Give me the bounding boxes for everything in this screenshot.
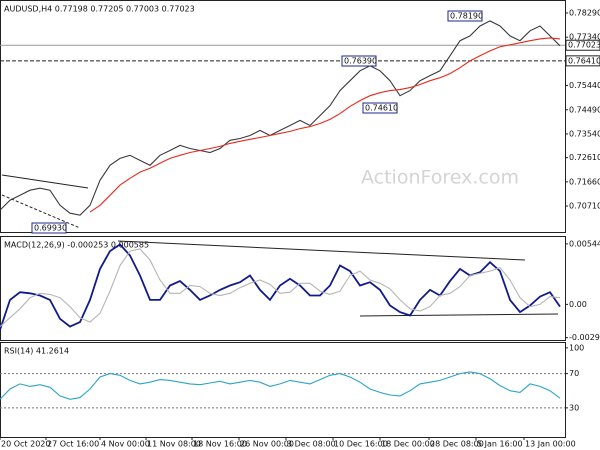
series-line: [0, 20, 561, 216]
y-tick-label: 0.73540: [569, 129, 600, 138]
trend-line: [1, 174, 89, 189]
y-tick-label: 0.70710: [569, 202, 600, 211]
y-tick-label: 0.71660: [569, 177, 600, 186]
annotation: 0.78190: [450, 12, 483, 21]
annotation-box: [447, 10, 483, 22]
annotation: 0.74610: [365, 104, 398, 113]
series-line: [0, 248, 561, 328]
annotation: 0.76390: [344, 57, 377, 66]
x-tick-label: 4 Nov 00:00: [101, 440, 150, 449]
x-tick-label: 5 Jan 16:00: [477, 440, 523, 449]
plot-layer: AUDUSD,H4 0.77198 0.77205 0.77003 0.7702…: [0, 5, 600, 449]
x-tick-label: 18 Dec 00:00: [381, 440, 435, 449]
trend-line: [117, 240, 526, 261]
annotation: 0.69930: [34, 224, 67, 233]
price-label-box: [565, 55, 600, 67]
series-line: [0, 371, 561, 400]
panel-title: RSI(14) 41.2614: [4, 347, 69, 356]
y-tick-label: 70: [569, 369, 579, 378]
x-tick-label: 28 Dec 08:00: [430, 440, 484, 449]
annotation-box: [31, 222, 67, 234]
y-tick-label: 0.00: [569, 300, 587, 309]
annotation-box: [362, 102, 398, 114]
panel-title: MACD(12,26,9) -0.000253 0.000585: [4, 241, 149, 250]
rsi-panel: [0, 342, 566, 438]
x-tick-label: 3 Dec 08:00: [287, 440, 336, 449]
price-label: 0.76410: [568, 56, 600, 65]
x-tick-label: 20 Oct 2020: [1, 440, 50, 449]
y-tick-label: 100: [569, 343, 584, 352]
series-line: [89, 37, 561, 213]
x-tick-label: 13 Jan 00:00: [525, 440, 576, 449]
y-tick-label: 0.005447: [569, 239, 600, 248]
x-tick-label: 11 Nov 08:00: [147, 440, 201, 449]
x-tick-label: 27 Oct 16:00: [47, 440, 99, 449]
y-tick-label: 0.78290: [569, 8, 600, 17]
price-panel: [0, 0, 566, 233]
x-tick-label: 10 Dec 16:00: [334, 440, 388, 449]
trend-line: [1, 194, 81, 229]
y-tick-label: 0.74490: [569, 105, 600, 114]
macd-panel: [0, 236, 566, 341]
x-tick-label: 26 Nov 00:00: [240, 440, 294, 449]
price-label-box: [565, 39, 600, 51]
y-tick-label: 30: [569, 403, 579, 412]
panel-title: AUDUSD,H4 0.77198 0.77205 0.77003 0.7702…: [4, 5, 195, 14]
y-tick-label: 0.77340: [569, 33, 600, 42]
series-line: [0, 243, 561, 331]
trend-line: [359, 313, 559, 317]
y-tick-label: 0.75440: [569, 81, 600, 90]
price-label: 0.77023: [568, 41, 600, 50]
watermark: ActionForex.com: [361, 167, 519, 189]
x-tick-label: 18 Nov 16:00: [193, 440, 247, 449]
y-tick-label: 0.72610: [569, 153, 600, 162]
y-tick-label: -0.002995: [569, 333, 600, 342]
annotation-box: [341, 55, 377, 67]
